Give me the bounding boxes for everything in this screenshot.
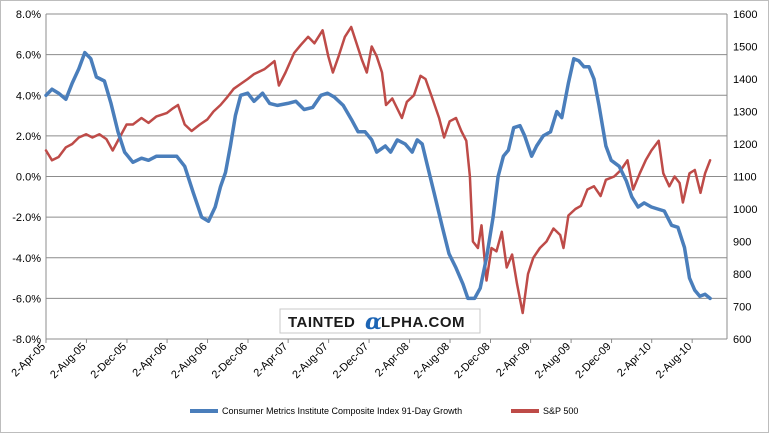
left-tick-label: -8.0% <box>12 334 41 346</box>
right-tick-label: 600 <box>733 334 751 346</box>
watermark-prefix: TAINTED <box>288 314 355 331</box>
left-axis-ticks: 8.0% 6.0% 4.0% 2.0% 0.0% -2.0% -4.0% -6.0% -8.0% <box>12 9 41 346</box>
legend-label-sp: S&P 500 <box>543 406 578 416</box>
right-tick-label: 1600 <box>733 9 757 21</box>
left-tick-label: -2.0% <box>12 212 41 224</box>
series-layer <box>44 25 712 315</box>
left-tick-label: 2.0% <box>16 131 41 143</box>
watermark-box <box>279 308 481 334</box>
right-tick-label: 700 <box>733 302 751 314</box>
watermark-alpha: α <box>365 309 382 335</box>
left-tick-label: 8.0% <box>16 9 41 21</box>
left-tick-label: -4.0% <box>12 253 41 265</box>
right-tick-label: 800 <box>733 269 751 281</box>
left-tick-label: 6.0% <box>16 50 41 62</box>
left-tick-label: 4.0% <box>16 90 41 102</box>
left-tick-label: 0.0% <box>16 172 41 184</box>
right-axis-ticks: 1600 1500 1400 1300 1200 1100 1000 900 800 700 600 <box>733 9 757 346</box>
legend-label-cmi: Consumer Metrics Institute Composite Ind… <box>222 406 462 416</box>
watermark-suffix: LPHA.COM <box>381 314 465 331</box>
legend: Consumer Metrics Institute Composite Ind… <box>190 406 578 416</box>
series-line-sp500 <box>44 25 712 315</box>
right-tick-label: 1200 <box>733 139 757 151</box>
right-tick-label: 900 <box>733 237 751 249</box>
right-tick-label: 1500 <box>733 42 757 54</box>
gridlines <box>45 13 728 340</box>
right-tick-label: 1400 <box>733 74 757 86</box>
right-tick-label: 1100 <box>733 172 757 184</box>
series-line-cmi <box>44 50 712 301</box>
right-tick-label: 1300 <box>733 107 757 119</box>
right-tick-label: 1000 <box>733 204 757 216</box>
left-tick-label: -6.0% <box>12 293 41 305</box>
watermark: TAINTED α LPHA.COM <box>279 308 481 335</box>
